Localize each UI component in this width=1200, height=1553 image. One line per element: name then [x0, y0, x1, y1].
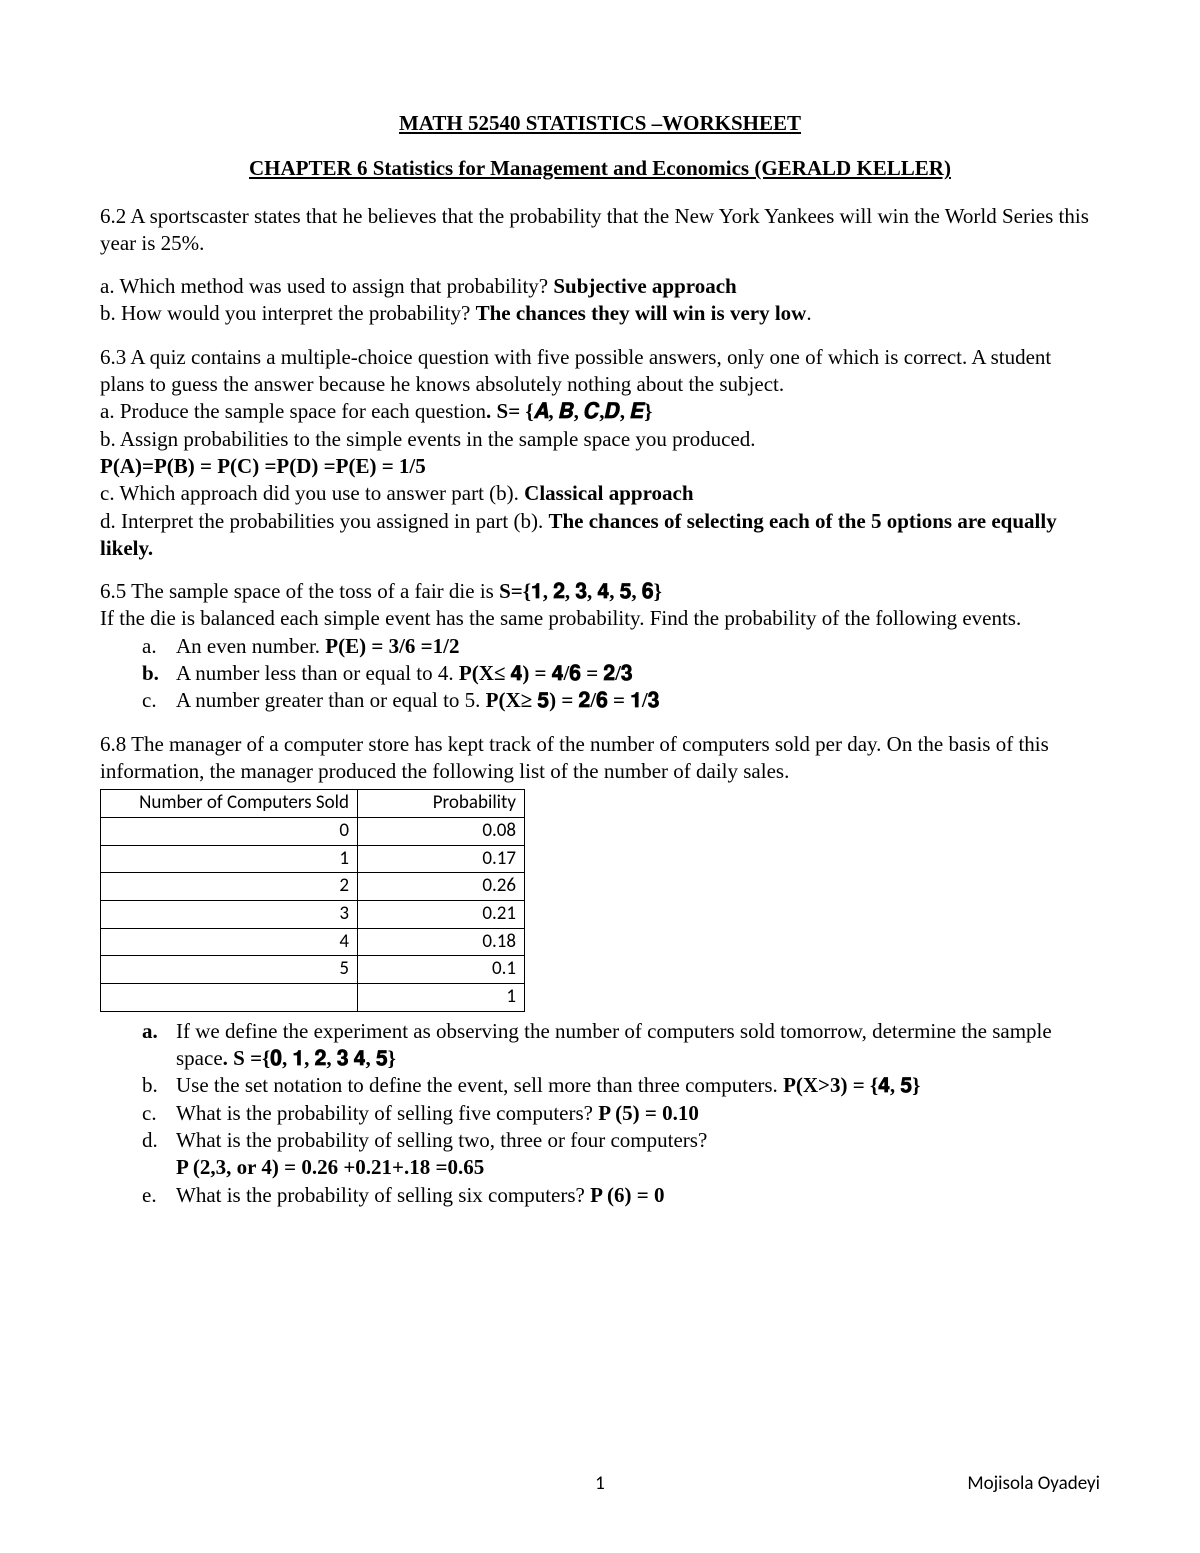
q62-a-text: a. Which method was used to assign that … — [100, 274, 553, 298]
q63-block: 6.3 A quiz contains a multiple-choice qu… — [100, 344, 1100, 562]
doc-title: MATH 52540 STATISTICS –WORKSHEET — [100, 110, 1100, 137]
q63-c-text: c. Which approach did you use to answer … — [100, 481, 524, 505]
q65-sublist: a. An even number. P(E) = 3/6 =1/2 b. A … — [100, 633, 1100, 715]
table-cell: 1 — [358, 984, 525, 1012]
q68-d-letter: d. — [142, 1127, 176, 1182]
table-row: 40.18 — [101, 928, 525, 956]
table-row: 50.1 — [101, 956, 525, 984]
q68-b-text: Use the set notation to define the event… — [176, 1073, 783, 1097]
q68-e-text: What is the probability of selling six c… — [176, 1183, 590, 1207]
table-cell: 3 — [101, 900, 358, 928]
q62-b-ans: The chances they will win is very low — [476, 301, 807, 325]
q68-c-letter: c. — [142, 1100, 176, 1127]
q68-sublist: a. If we define the experiment as observ… — [100, 1018, 1100, 1209]
table-cell: 4 — [101, 928, 358, 956]
footer-author: Mojisola Oyadeyi — [967, 1472, 1100, 1497]
table-row: 00.08 — [101, 817, 525, 845]
q65-b-letter: b. — [142, 660, 176, 687]
table-row: 30.21 — [101, 900, 525, 928]
table-cell: 0 — [101, 817, 358, 845]
table-cell: 0.17 — [358, 845, 525, 873]
doc-subtitle: CHAPTER 6 Statistics for Management and … — [100, 155, 1100, 182]
q65-a-row: a. An even number. P(E) = 3/6 =1/2 — [142, 633, 1100, 660]
q68-c-ans: P (5) = 0.10 — [598, 1101, 699, 1125]
table-cell: 0.1 — [358, 956, 525, 984]
q62-b-period: . — [806, 301, 811, 325]
q68-b-row: b. Use the set notation to define the ev… — [142, 1072, 1100, 1099]
page-number: 1 — [595, 1472, 605, 1497]
q63-c-ans: Classical approach — [524, 481, 693, 505]
table-header-2: Probability — [358, 790, 525, 818]
q68-e-letter: e. — [142, 1182, 176, 1209]
q65-a-text: An even number. — [176, 634, 325, 658]
table-row: 1 — [101, 984, 525, 1012]
table-cell: 2 — [101, 873, 358, 901]
q62-b-text: b. How would you interpret the probabili… — [100, 301, 476, 325]
q68-a-ans: . S ={𝟎, 𝟏, 𝟐, 𝟑 𝟒, 𝟓} — [223, 1046, 396, 1070]
q68-d-row: d. What is the probability of selling tw… — [142, 1127, 1100, 1182]
q68-intro: 6.8 The manager of a computer store has … — [100, 731, 1100, 786]
table-cell — [101, 984, 358, 1012]
q65-a-ans: P(E) = 3/6 =1/2 — [325, 634, 459, 658]
q68-b-letter: b. — [142, 1072, 176, 1099]
q65-line2: If the die is balanced each simple event… — [100, 606, 1021, 630]
table-row: 10.17 — [101, 845, 525, 873]
q65-b-row: b. A number less than or equal to 4. P(X… — [142, 660, 1100, 687]
table-cell: 0.18 — [358, 928, 525, 956]
q65-line1b: S={𝟏, 𝟐, 𝟑, 𝟒, 𝟓, 𝟔} — [499, 579, 662, 603]
table-cell: 0.08 — [358, 817, 525, 845]
q65-block: 6.5 The sample space of the toss of a fa… — [100, 578, 1100, 714]
q63-b-ans: P(A)=P(B) = P(C) =P(D) =P(E) = 1/5 — [100, 454, 426, 478]
q68-e-row: e. What is the probability of selling si… — [142, 1182, 1100, 1209]
table-cell: 1 — [101, 845, 358, 873]
q65-line1a: 6.5 The sample space of the toss of a fa… — [100, 579, 499, 603]
q68-d-text: What is the probability of selling two, … — [176, 1128, 707, 1152]
q68-b-ans: P(X>3) = {𝟒, 𝟓} — [783, 1073, 920, 1097]
q65-a-letter: a. — [142, 633, 176, 660]
q62-a-ans: Subjective approach — [553, 274, 736, 298]
q65-c-letter: c. — [142, 687, 176, 714]
q68-c-text: What is the probability of selling five … — [176, 1101, 598, 1125]
q62-answers: a. Which method was used to assign that … — [100, 273, 1100, 328]
table-header-1: Number of Computers Sold — [101, 790, 358, 818]
q68-c-row: c. What is the probability of selling fi… — [142, 1100, 1100, 1127]
page-footer: 1 Mojisola Oyadeyi — [100, 1472, 1100, 1497]
q63-a-text: a. Produce the sample space for each que… — [100, 399, 486, 423]
table-cell: 0.26 — [358, 873, 525, 901]
q63-b-text: b. Assign probabilities to the simple ev… — [100, 427, 756, 451]
q63-d-text: d. Interpret the probabilities you assig… — [100, 509, 548, 533]
q68-e-ans: P (6) = 0 — [590, 1183, 664, 1207]
q65-c-ans: P(X≥ 𝟓) = 𝟐/𝟔 = 𝟏/𝟑 — [486, 688, 660, 712]
table-cell: 0.21 — [358, 900, 525, 928]
q68-d-ans: P (2,3, or 4) = 0.26 +0.21+.18 =0.65 — [176, 1155, 484, 1179]
page: MATH 52540 STATISTICS –WORKSHEET CHAPTER… — [0, 0, 1200, 1553]
q68-a-row: a. If we define the experiment as observ… — [142, 1018, 1100, 1073]
table-cell: 5 — [101, 956, 358, 984]
q65-c-row: c. A number greater than or equal to 5. … — [142, 687, 1100, 714]
q65-c-text: A number greater than or equal to 5. — [176, 688, 486, 712]
q62-intro: 6.2 A sportscaster states that he believ… — [100, 203, 1100, 258]
q65-b-text: A number less than or equal to 4. — [176, 661, 459, 685]
table-header-row: Number of Computers Sold Probability — [101, 790, 525, 818]
q68-a-letter: a. — [142, 1018, 176, 1073]
q63-a-ans: . S= {𝑨, 𝑩, 𝑪,𝑫, 𝑬} — [486, 399, 652, 423]
q63-intro: 6.3 A quiz contains a multiple-choice qu… — [100, 345, 1051, 396]
q65-b-ans: P(X≤ 𝟒) = 𝟒/𝟔 = 𝟐/𝟑 — [459, 661, 633, 685]
table-row: 20.26 — [101, 873, 525, 901]
q68-table: Number of Computers Sold Probability 00.… — [100, 789, 525, 1012]
